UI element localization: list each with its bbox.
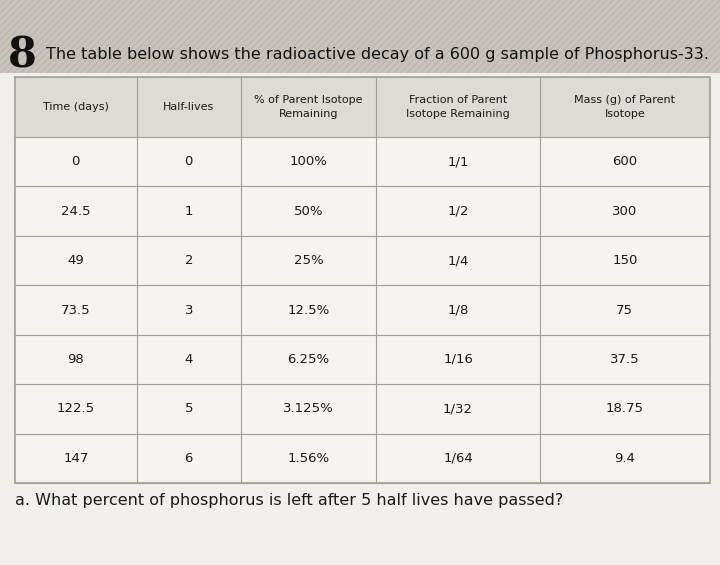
Text: 50%: 50% <box>294 205 323 218</box>
Bar <box>0 0 720 75</box>
Text: 18.75: 18.75 <box>606 402 644 415</box>
Text: 4: 4 <box>184 353 193 366</box>
Text: 0: 0 <box>71 155 80 168</box>
Bar <box>15 77 710 483</box>
Text: 300: 300 <box>612 205 637 218</box>
Text: Time (days): Time (days) <box>43 102 109 112</box>
Bar <box>0 73 720 565</box>
Text: 6: 6 <box>184 452 193 465</box>
Text: 37.5: 37.5 <box>610 353 639 366</box>
Text: 1.56%: 1.56% <box>287 452 330 465</box>
Text: 75: 75 <box>616 303 634 316</box>
Text: 2: 2 <box>184 254 193 267</box>
Text: Fraction of Parent
Isotope Remaining: Fraction of Parent Isotope Remaining <box>406 95 510 119</box>
Text: 1/2: 1/2 <box>447 205 469 218</box>
Text: 49: 49 <box>68 254 84 267</box>
Text: 8: 8 <box>8 34 37 76</box>
Text: Half-lives: Half-lives <box>163 102 215 112</box>
Text: Mass (g) of Parent
Isotope: Mass (g) of Parent Isotope <box>575 95 675 119</box>
Text: 0: 0 <box>184 155 193 168</box>
Text: 1/8: 1/8 <box>447 303 469 316</box>
Text: % of Parent Isotope
Remaining: % of Parent Isotope Remaining <box>254 95 363 119</box>
Text: 1/64: 1/64 <box>444 452 473 465</box>
Text: 1/4: 1/4 <box>447 254 469 267</box>
Text: 98: 98 <box>68 353 84 366</box>
Bar <box>0 0 720 75</box>
Text: 150: 150 <box>612 254 637 267</box>
Text: 1: 1 <box>184 205 193 218</box>
Text: 600: 600 <box>612 155 637 168</box>
Text: 3.125%: 3.125% <box>283 402 334 415</box>
Text: 122.5: 122.5 <box>57 402 95 415</box>
Text: 73.5: 73.5 <box>61 303 91 316</box>
Text: 25%: 25% <box>294 254 323 267</box>
Text: 1/1: 1/1 <box>447 155 469 168</box>
Text: 3: 3 <box>184 303 193 316</box>
Text: 1/32: 1/32 <box>443 402 473 415</box>
Text: 100%: 100% <box>289 155 328 168</box>
Text: 147: 147 <box>63 452 89 465</box>
Text: 24.5: 24.5 <box>61 205 91 218</box>
Text: 9.4: 9.4 <box>614 452 635 465</box>
Text: 6.25%: 6.25% <box>287 353 330 366</box>
Text: 12.5%: 12.5% <box>287 303 330 316</box>
Text: 1/16: 1/16 <box>443 353 473 366</box>
Bar <box>15 77 710 137</box>
Text: The table below shows the radioactive decay of a 600 g sample of Phosphorus-33.: The table below shows the radioactive de… <box>46 47 709 63</box>
Text: 5: 5 <box>184 402 193 415</box>
Text: a. What percent of phosphorus is left after 5 half lives have passed?: a. What percent of phosphorus is left af… <box>15 493 563 507</box>
